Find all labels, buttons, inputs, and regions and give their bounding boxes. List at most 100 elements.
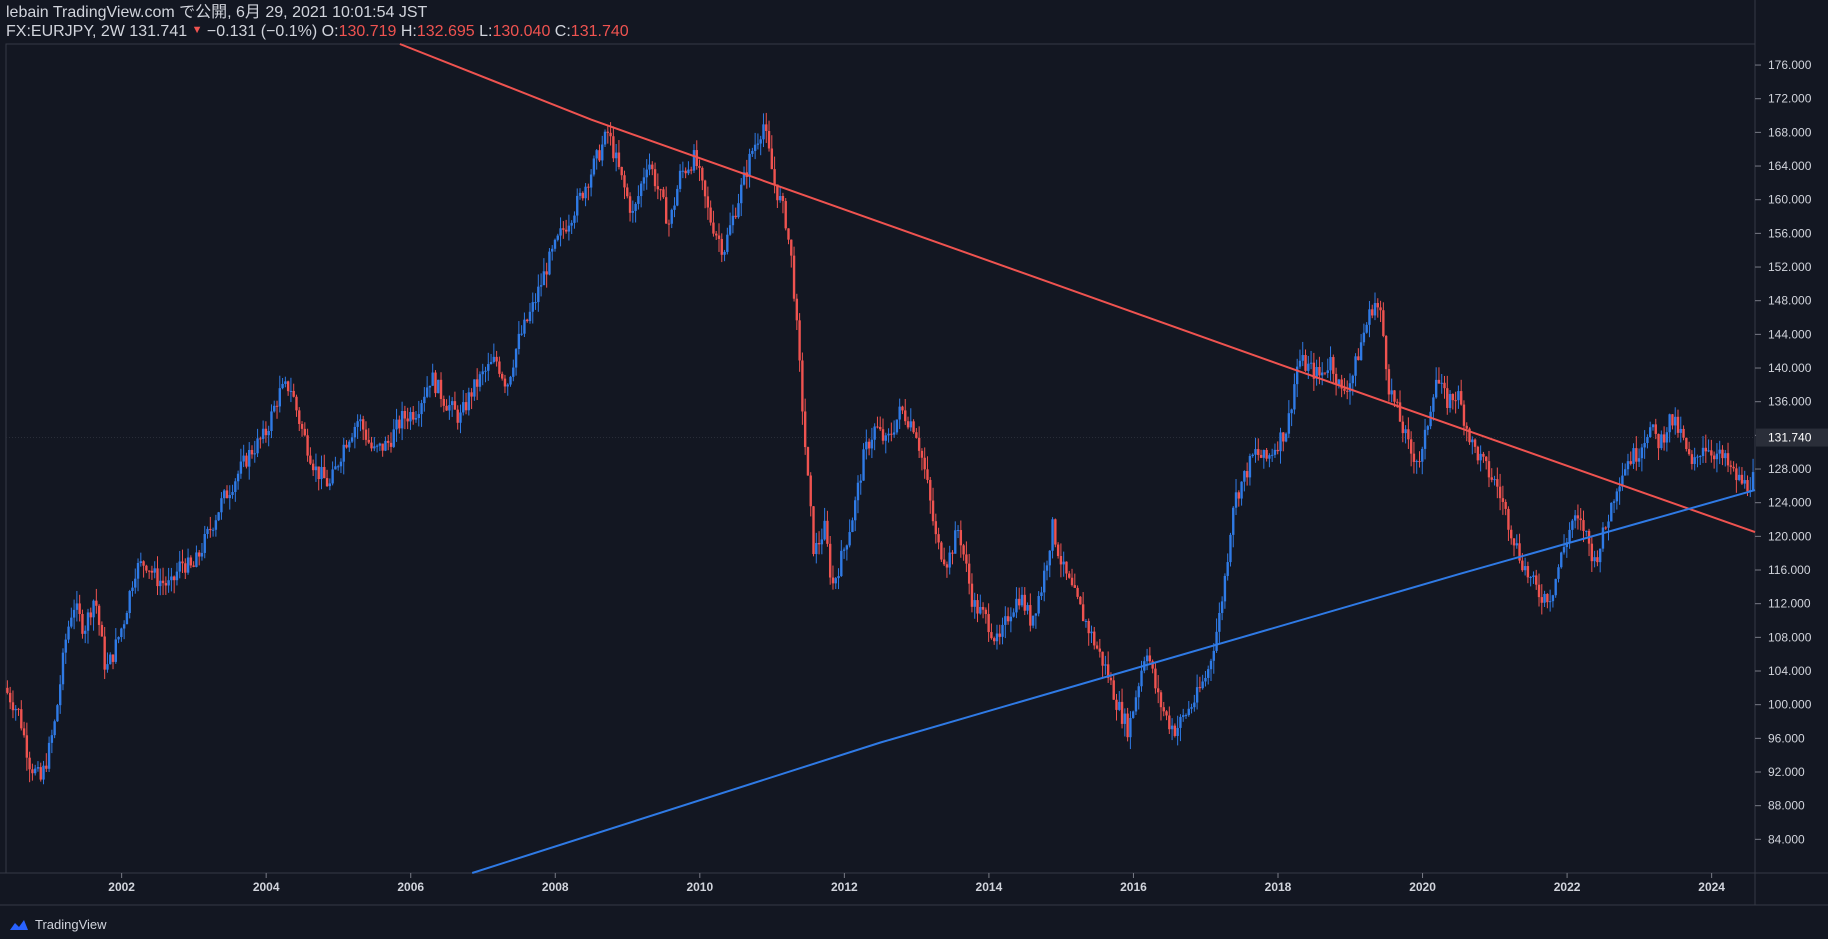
candle-body-up xyxy=(1329,357,1332,371)
candle-body-up xyxy=(273,405,276,412)
candle-body-up xyxy=(284,381,287,384)
candle-body-up xyxy=(1248,456,1252,478)
candle-body-up xyxy=(692,150,696,171)
candle-body-down xyxy=(311,463,315,471)
candle-body-down xyxy=(1662,434,1666,443)
candle-body-up xyxy=(979,606,982,614)
candle-body-up xyxy=(639,183,643,197)
candle-body-up xyxy=(1390,390,1393,395)
candle-body-up xyxy=(1084,620,1088,622)
x-tick-label: 2008 xyxy=(542,880,569,894)
candle-body-down xyxy=(1098,648,1102,652)
candle-body-down xyxy=(709,207,712,223)
candle-body-down xyxy=(189,557,193,566)
candle-body-up xyxy=(1051,519,1054,551)
candle-body-down xyxy=(664,197,668,224)
candle-body-up xyxy=(887,433,890,436)
candle-body-up xyxy=(1209,660,1213,670)
candle-body-down xyxy=(917,437,921,451)
candle-body-up xyxy=(578,192,582,196)
candle-body-up xyxy=(678,170,682,189)
candle-body-up xyxy=(478,374,482,387)
candle-body-up xyxy=(484,370,487,372)
candle-body-down xyxy=(1332,357,1335,374)
candle-body-down xyxy=(39,767,42,780)
candle-body-up xyxy=(1585,530,1588,532)
candle-body-down xyxy=(184,563,187,573)
candle-body-down xyxy=(1334,373,1338,385)
candle-body-up xyxy=(50,735,54,743)
candle-body-up xyxy=(1421,448,1424,462)
candle-body-up xyxy=(1448,394,1452,408)
candle-body-up xyxy=(122,624,126,629)
trendline[interactable] xyxy=(471,489,1756,874)
candle-body-up xyxy=(1593,557,1596,562)
candle-body-up xyxy=(1557,567,1560,579)
candle-body-up xyxy=(1220,601,1224,613)
candle-body-up xyxy=(33,768,37,774)
candle-body-up xyxy=(1598,548,1602,563)
candle-body-up xyxy=(1737,474,1741,481)
candle-body-down xyxy=(1115,699,1118,710)
candle-body-up xyxy=(1187,708,1190,716)
candle-body-up xyxy=(1134,697,1138,712)
candle-body-down xyxy=(628,196,632,213)
candle-body-up xyxy=(1104,664,1107,666)
candle-body-up xyxy=(742,172,746,185)
candle-body-down xyxy=(309,455,312,464)
candle-body-down xyxy=(1590,543,1594,562)
candle-body-down xyxy=(1371,309,1374,316)
candle-body-up xyxy=(1090,631,1093,634)
brand-footer[interactable]: TradingView xyxy=(8,917,107,932)
candle-body-up xyxy=(1195,687,1199,703)
candle-body-up xyxy=(170,576,173,581)
trendline[interactable] xyxy=(399,43,1756,534)
candle-body-up xyxy=(865,441,868,450)
candle-body-up xyxy=(14,708,17,711)
candle-body-up xyxy=(1290,409,1293,414)
candle-body-up xyxy=(1523,566,1527,571)
candle-body-down xyxy=(1407,429,1410,440)
candle-body-down xyxy=(1101,651,1104,666)
candle-body-up xyxy=(72,609,76,618)
candle-body-down xyxy=(17,708,20,710)
candle-body-down xyxy=(929,479,932,501)
candle-body-up xyxy=(42,765,45,780)
candle-body-down xyxy=(209,528,212,531)
candle-body-down xyxy=(1537,584,1541,598)
candle-body-up xyxy=(845,545,849,550)
candle-body-down xyxy=(1323,372,1327,374)
candles xyxy=(6,112,1755,785)
candle-body-up xyxy=(47,742,51,769)
candle-body-down xyxy=(1446,388,1449,408)
candle-body-down xyxy=(784,201,787,229)
candle-body-up xyxy=(842,549,846,551)
candle-body-down xyxy=(1498,486,1502,499)
candle-body-down xyxy=(1710,450,1713,456)
candle-body-down xyxy=(389,442,393,447)
candle-body-up xyxy=(178,561,181,572)
candle-body-up xyxy=(595,150,598,159)
candle-body-down xyxy=(1312,362,1316,379)
candle-body-up xyxy=(645,169,648,178)
candle-body-down xyxy=(1018,598,1021,606)
candle-body-down xyxy=(1393,390,1396,402)
candle-body-down xyxy=(904,410,907,422)
candle-body-up xyxy=(1045,565,1049,571)
candle-body-down xyxy=(581,192,584,199)
y-tick-label: 124.000 xyxy=(1768,496,1812,510)
candle-body-down xyxy=(1501,498,1505,502)
candle-body-up xyxy=(375,445,379,447)
trendlines[interactable] xyxy=(399,43,1756,874)
candle-body-up xyxy=(778,195,782,201)
candle-body-up xyxy=(1270,454,1274,456)
candle-body-down xyxy=(876,426,879,428)
candle-body-down xyxy=(1056,544,1060,557)
candle-body-up xyxy=(898,406,901,420)
candle-body-up xyxy=(756,143,760,145)
candle-body-up xyxy=(954,530,957,554)
candle-body-up xyxy=(1573,515,1577,521)
candle-body-up xyxy=(1701,447,1705,457)
